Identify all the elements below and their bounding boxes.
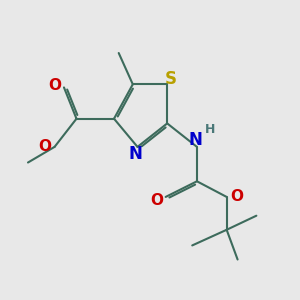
- Text: O: O: [38, 140, 51, 154]
- Text: N: N: [129, 145, 143, 163]
- Text: H: H: [205, 123, 215, 136]
- Text: N: N: [188, 131, 202, 149]
- Text: S: S: [165, 70, 177, 88]
- Text: O: O: [150, 193, 164, 208]
- Text: O: O: [230, 189, 243, 204]
- Text: O: O: [49, 78, 62, 93]
